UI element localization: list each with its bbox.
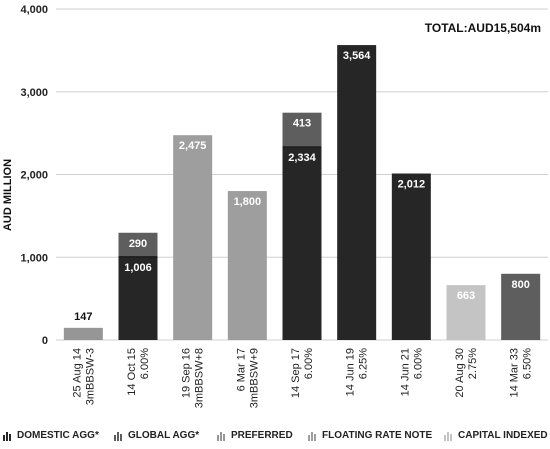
x-tick-label-line2: 6.00% <box>303 348 315 379</box>
legend-item: CAPITAL INDEXED <box>444 430 548 441</box>
legend-label: PREFERRED <box>231 430 293 441</box>
data-label: 800 <box>511 279 529 291</box>
bar-chart: 0 1,000 2,000 3,000 4,000 AUD MILLION TOTAL:… <box>2 4 548 408</box>
x-tick-label-line1: 20 Aug 30 <box>454 348 466 398</box>
legend-item: GLOBAL AGG* <box>114 430 199 441</box>
data-label: 663 <box>457 290 475 302</box>
bar-segment <box>63 327 103 340</box>
x-tick-label-line2: 3mBBSW+9 <box>248 348 260 408</box>
x-tick-label: 14 Mar 33 6.50% <box>509 348 534 398</box>
data-label: 2,475 <box>179 140 207 152</box>
bar-segment <box>118 232 158 257</box>
bar-segment <box>282 146 322 340</box>
bar-segment <box>391 173 431 340</box>
x-axis-categories: 25 Aug 14 3mBBSW-3 14 Oct 15 6.00% 19 Sep 16… <box>71 348 533 408</box>
x-tick-label: 14 Jun 21 6.00% <box>399 348 424 397</box>
x-tick-label-line1: 14 Sep 17 <box>290 348 302 398</box>
legend-item: FLOATING RATE NOTE <box>308 430 432 441</box>
x-tick-label-line1: 14 Mar 33 <box>509 348 521 398</box>
x-tick-label-line2: 6.25% <box>358 348 370 379</box>
x-tick-label-line1: 14 Oct 15 <box>126 348 138 396</box>
data-label: 2,334 <box>288 152 316 164</box>
x-tick-label-line2: 6.00% <box>139 348 151 379</box>
x-tick-label: 14 Sep 17 6.00% <box>290 348 315 398</box>
y-tick-label: 3,000 <box>20 87 48 99</box>
bars: 147 1,006 290 2,475 1,800 2,334 413 3,564 2,012 6… <box>63 45 541 340</box>
legend-label: FLOATING RATE NOTE <box>322 430 433 441</box>
bar-segment <box>118 256 158 340</box>
x-tick-label: 19 Sep 16 3mBBSW+8 <box>181 348 206 408</box>
x-tick-label-line1: 25 Aug 14 <box>71 348 83 398</box>
x-tick-label: 25 Aug 14 3mBBSW-3 <box>71 348 96 405</box>
x-tick-label-line2: 6.50% <box>522 348 534 379</box>
legend-swatch <box>114 431 122 441</box>
legend-swatch <box>217 431 225 441</box>
legend: DOMESTIC AGG* GLOBAL AGG* PREFERRED FLOATIN… <box>0 430 550 446</box>
data-label: 1,800 <box>234 196 262 208</box>
x-tick-label: 6 Mar 17 3mBBSW+9 <box>235 348 260 408</box>
legend-label: GLOBAL AGG* <box>128 430 200 441</box>
bar-segment <box>227 191 267 340</box>
x-tick-label-line2: 2.75% <box>467 348 479 379</box>
x-tick-label-line1: 19 Sep 16 <box>181 348 193 398</box>
x-tick-label-line1: 6 Mar 17 <box>235 348 247 391</box>
data-label: 147 <box>74 311 92 323</box>
x-tick-label-line2: 3mBBSW-3 <box>84 348 96 405</box>
bar-segment <box>446 285 486 340</box>
y-axis-ticks: 0 1,000 2,000 3,000 4,000 <box>20 4 48 347</box>
y-tick-label: 1,000 <box>20 252 48 264</box>
data-label: 290 <box>129 238 147 250</box>
y-tick-label: 4,000 <box>20 4 48 16</box>
data-label: 3,564 <box>343 50 371 62</box>
total-annotation: TOTAL:AUD15,504m <box>425 21 541 35</box>
legend-item: DOMESTIC AGG* <box>3 430 99 441</box>
x-tick-label-line2: 6.00% <box>412 348 424 379</box>
x-tick-label-line1: 14 Jun 21 <box>399 348 411 396</box>
legend-label: CAPITAL INDEXED <box>458 430 548 441</box>
data-label: 413 <box>293 118 311 130</box>
legend-swatch <box>3 431 11 441</box>
x-tick-label: 20 Aug 30 2.75% <box>454 348 479 398</box>
x-tick-label: 14 Oct 15 6.00% <box>126 348 151 396</box>
bar-segment <box>337 45 377 340</box>
data-label: 1,006 <box>124 262 152 274</box>
legend-swatch <box>444 431 452 441</box>
x-tick-label: 14 Jun 19 6.25% <box>345 348 370 397</box>
legend-item: PREFERRED <box>217 430 293 441</box>
bar-segment <box>501 273 541 340</box>
bar-segment <box>173 135 213 340</box>
y-axis-label: AUD MILLION <box>2 159 14 231</box>
y-tick-label: 0 <box>42 335 48 347</box>
x-tick-label-line1: 14 Jun 19 <box>345 348 357 396</box>
y-tick-label: 2,000 <box>20 170 48 182</box>
legend-swatch <box>308 431 316 441</box>
x-tick-label-line2: 3mBBSW+8 <box>194 348 206 408</box>
bar-segment <box>282 112 322 147</box>
data-label: 2,012 <box>398 179 426 191</box>
legend-label: DOMESTIC AGG* <box>17 430 99 441</box>
